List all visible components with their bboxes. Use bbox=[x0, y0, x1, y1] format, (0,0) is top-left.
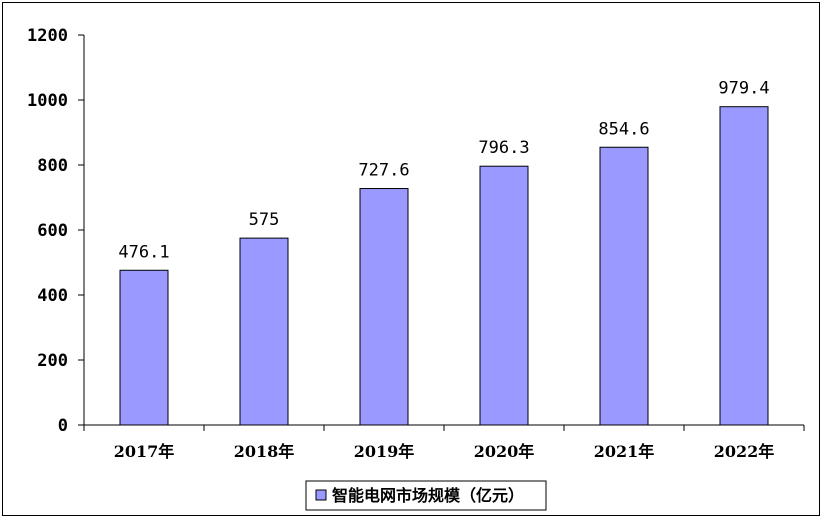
data-label: 796.3 bbox=[478, 138, 529, 158]
x-tick-label: 2018年 bbox=[234, 442, 295, 461]
y-axis: 0 200 400 600 800 1000 1200 bbox=[27, 26, 85, 436]
bar bbox=[719, 106, 769, 426]
legend-label: 智能电网市场规模（亿元） bbox=[332, 486, 524, 505]
bar bbox=[239, 237, 289, 426]
y-tick-label: 1000 bbox=[27, 91, 68, 111]
bars bbox=[119, 106, 769, 426]
bar bbox=[359, 188, 409, 426]
y-tick-label: 400 bbox=[37, 286, 68, 306]
x-tick-label: 2020年 bbox=[474, 442, 535, 461]
bar bbox=[479, 165, 529, 426]
x-tick-label: 2019年 bbox=[354, 442, 415, 461]
x-axis: 2017年 2018年 2019年 2020年 2021年 2022年 bbox=[83, 424, 805, 461]
y-tick-label: 600 bbox=[37, 221, 68, 241]
x-tick-label: 2017年 bbox=[114, 442, 175, 461]
data-label: 979.4 bbox=[718, 79, 769, 99]
y-tick-label: 800 bbox=[37, 156, 68, 176]
data-label: 575 bbox=[249, 210, 280, 230]
y-tick-label: 1200 bbox=[27, 26, 68, 46]
bar bbox=[119, 269, 169, 426]
legend-frame bbox=[305, 480, 547, 511]
x-tick-label: 2021年 bbox=[594, 442, 655, 461]
legend-swatch bbox=[315, 489, 327, 501]
legend: 智能电网市场规模（亿元） bbox=[305, 480, 547, 511]
data-label: 476.1 bbox=[118, 242, 169, 262]
data-label: 727.6 bbox=[358, 161, 409, 181]
y-tick-label: 0 bbox=[58, 416, 68, 436]
bar bbox=[599, 146, 649, 426]
data-labels: 476.1 575 727.6 796.3 854.6 979.4 bbox=[118, 79, 769, 263]
y-tick-label: 200 bbox=[37, 351, 68, 371]
x-tick-label: 2022年 bbox=[714, 442, 775, 461]
data-label: 854.6 bbox=[598, 119, 649, 139]
